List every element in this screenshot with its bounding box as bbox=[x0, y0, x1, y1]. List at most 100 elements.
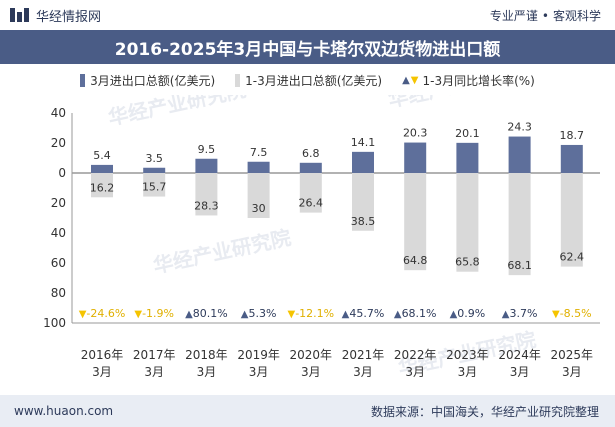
bar-ytd bbox=[352, 173, 374, 231]
footer-source: 数据来源：中国海关，华经产业研究院整理 bbox=[370, 404, 599, 419]
x-tick-label: 3月 bbox=[405, 365, 425, 379]
bar-march bbox=[560, 144, 583, 173]
legend-item-growth: ▲ ▼ 1-3月同比增长率(%) bbox=[402, 72, 535, 89]
watermark-text: 华经产业研究院 bbox=[106, 95, 248, 130]
chart-title: 2016-2025年3月中国与卡塔尔双边货物进出口额 bbox=[0, 30, 615, 64]
tagline-left: 专业严谨 bbox=[489, 8, 538, 23]
x-tick-label: 2016年 bbox=[81, 348, 124, 362]
data-label-march: 20.1 bbox=[455, 127, 480, 140]
legend-swatch-ytd bbox=[235, 73, 241, 87]
data-label-march: 9.5 bbox=[198, 143, 216, 156]
y-tick-label: 80 bbox=[51, 286, 66, 300]
footer-website[interactable]: www.huaon.com bbox=[14, 404, 114, 418]
bar-march bbox=[456, 142, 479, 173]
bar-ytd bbox=[560, 173, 583, 267]
growth-label: ▼-24.6% bbox=[79, 307, 126, 320]
tagline: 专业严谨 • 客观科学 bbox=[490, 7, 601, 24]
y-tick-label: 0 bbox=[58, 166, 66, 180]
x-tick-label: 3月 bbox=[249, 365, 269, 379]
growth-label: ▲3.7% bbox=[502, 307, 538, 320]
x-tick-label: 2019年 bbox=[237, 348, 280, 362]
y-tick-label: 20 bbox=[51, 196, 66, 210]
y-tick-label: 40 bbox=[51, 226, 66, 240]
tagline-right: 客观科学 bbox=[552, 8, 601, 23]
watermark-text: 华经产业研究院 bbox=[151, 225, 293, 278]
legend-label-growth: 1-3月同比增长率(%) bbox=[422, 73, 535, 88]
data-label-march: 5.4 bbox=[93, 149, 111, 162]
legend-label-ytd: 1-3月进出口总额(亿美元) bbox=[245, 73, 383, 88]
data-label-march: 3.5 bbox=[145, 152, 163, 165]
growth-label: ▲5.3% bbox=[241, 307, 277, 320]
brand-logo-icon bbox=[10, 8, 29, 22]
growth-label: ▼-1.9% bbox=[134, 307, 174, 320]
growth-label: ▲0.9% bbox=[450, 307, 486, 320]
data-label-ytd: 28.3 bbox=[194, 199, 219, 212]
watermark-text: 华经产业研究院 bbox=[386, 95, 528, 112]
footer: www.huaon.com 数据来源：中国海关，华经产业研究院整理 bbox=[0, 395, 615, 427]
y-tick-label: 20 bbox=[51, 136, 66, 150]
data-label-ytd: 30 bbox=[252, 202, 266, 215]
x-tick-label: 3月 bbox=[92, 365, 112, 379]
bar-march bbox=[404, 142, 427, 173]
growth-label: ▲68.1% bbox=[394, 307, 437, 320]
bar-ytd bbox=[195, 173, 218, 216]
x-tick-label: 3月 bbox=[144, 365, 164, 379]
x-tick-label: 3月 bbox=[458, 365, 478, 379]
y-tick-label: 60 bbox=[51, 256, 66, 270]
bar-ytd bbox=[247, 173, 270, 218]
x-tick-label: 3月 bbox=[301, 365, 321, 379]
triangle-down-icon: ▼ bbox=[410, 74, 419, 86]
brand[interactable]: 华经情报网 bbox=[10, 6, 101, 25]
chart-legend: 3月进出口总额(亿美元) 1-3月进出口总额(亿美元) ▲ ▼ 1-3月同比增长… bbox=[0, 70, 615, 90]
x-tick-label: 2025年 bbox=[551, 348, 594, 362]
data-label-march: 18.7 bbox=[560, 129, 585, 142]
data-label-march: 20.3 bbox=[403, 127, 428, 140]
data-label-ytd: 62.4 bbox=[560, 251, 585, 264]
x-tick-label: 2024年 bbox=[498, 348, 541, 362]
x-tick-label: 2017年 bbox=[133, 348, 176, 362]
y-tick-label: 40 bbox=[51, 106, 66, 120]
legend-item-march: 3月进出口总额(亿美元) bbox=[80, 72, 215, 89]
tagline-separator: • bbox=[541, 8, 549, 23]
data-label-ytd: 26.4 bbox=[299, 197, 324, 210]
x-tick-label: 2018年 bbox=[185, 348, 228, 362]
data-label-ytd: 65.8 bbox=[455, 256, 480, 269]
legend-swatch-march bbox=[80, 73, 86, 87]
growth-label: ▼-8.5% bbox=[552, 307, 592, 320]
data-label-march: 6.8 bbox=[302, 147, 320, 160]
data-label-ytd: 64.8 bbox=[403, 254, 428, 267]
x-tick-label: 3月 bbox=[353, 365, 373, 379]
x-tick-label: 3月 bbox=[562, 365, 582, 379]
bar-march bbox=[247, 161, 270, 173]
growth-label: ▼-12.1% bbox=[287, 307, 334, 320]
x-tick-label: 2020年 bbox=[290, 348, 333, 362]
triangle-up-icon: ▲ bbox=[402, 74, 410, 86]
x-tick-label: 2023年 bbox=[446, 348, 489, 362]
data-label-ytd: 68.1 bbox=[507, 259, 532, 272]
bar-march bbox=[299, 162, 322, 173]
x-tick-label: 3月 bbox=[197, 365, 217, 379]
bar-march bbox=[143, 167, 166, 173]
top-bar: 华经情报网 专业严谨 • 客观科学 bbox=[0, 0, 615, 30]
bar-march bbox=[508, 136, 531, 173]
x-tick-label: 3月 bbox=[510, 365, 530, 379]
brand-name: 华经情报网 bbox=[36, 9, 102, 25]
bar-march bbox=[195, 158, 218, 173]
x-tick-label: 2021年 bbox=[342, 348, 385, 362]
chart-plot: 华经产业研究院华经产业研究院华经产业研究院华经产业研究院402002040608… bbox=[43, 95, 600, 380]
bar-ytd bbox=[299, 173, 322, 213]
legend-item-ytd: 1-3月进出口总额(亿美元) bbox=[235, 72, 382, 89]
data-label-march: 14.1 bbox=[351, 136, 376, 149]
legend-label-march: 3月进出口总额(亿美元) bbox=[90, 73, 216, 88]
growth-label: ▲45.7% bbox=[342, 307, 385, 320]
data-label-ytd: 38.5 bbox=[351, 215, 376, 228]
growth-label: ▲80.1% bbox=[185, 307, 228, 320]
bar-ytd bbox=[91, 173, 113, 198]
data-label-march: 7.5 bbox=[250, 146, 268, 159]
bar-ytd bbox=[143, 173, 166, 197]
bar-ytd bbox=[404, 173, 427, 271]
x-tick-label: 2022年 bbox=[394, 348, 437, 362]
bar-march bbox=[352, 151, 374, 173]
y-tick-label: 100 bbox=[43, 316, 66, 330]
data-label-ytd: 16.2 bbox=[90, 181, 115, 194]
